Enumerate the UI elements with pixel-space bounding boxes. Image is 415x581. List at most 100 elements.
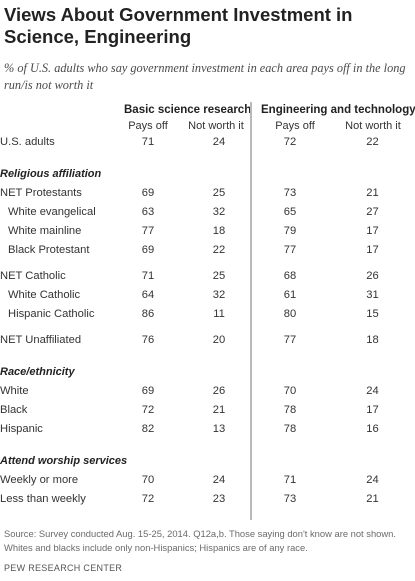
value-engineering-pays-off: 80 — [283, 307, 297, 320]
row-spacer — [0, 438, 415, 451]
row-label: NET Protestants — [0, 186, 82, 199]
value-engineering-not-worth: 15 — [366, 307, 379, 320]
value-science-pays-off: 63 — [141, 205, 155, 218]
col-header-pays-off-science: Pays off — [128, 120, 168, 132]
value-science-pays-off: 64 — [141, 288, 155, 301]
section-row: Attend worship services — [0, 451, 415, 470]
value-science-pays-off: 69 — [141, 243, 155, 256]
value-science-not-worth: 18 — [212, 224, 226, 237]
column-group-divider — [250, 102, 252, 520]
value-science-not-worth: 24 — [212, 135, 226, 148]
data-table: U.S. adults 71 24 72 22 Religious affiliation… — [0, 132, 415, 508]
row-label: Less than weekly — [0, 492, 86, 505]
section-row: Religious affiliation — [0, 164, 415, 183]
value-engineering-not-worth: 21 — [366, 186, 379, 199]
value-engineering-pays-off: 72 — [283, 135, 297, 148]
value-engineering-not-worth: 21 — [366, 492, 379, 505]
value-science-pays-off: 69 — [141, 186, 155, 199]
value-science-not-worth: 13 — [212, 422, 226, 435]
table-row: Hispanic Catholic 86 11 80 15 — [0, 304, 415, 323]
value-engineering-not-worth: 31 — [366, 288, 379, 301]
value-science-not-worth: 32 — [212, 288, 226, 301]
row-label: NET Unaffiliated — [0, 333, 82, 346]
value-engineering-not-worth: 17 — [366, 403, 379, 416]
value-engineering-not-worth: 17 — [366, 224, 379, 237]
value-engineering-not-worth: 24 — [366, 473, 379, 486]
value-science-pays-off: 71 — [141, 135, 155, 148]
value-science-pays-off: 76 — [141, 333, 155, 346]
table-row: NET Unaffiliated 76 20 77 18 — [0, 330, 415, 349]
table-row: White mainline 77 18 79 17 — [0, 221, 415, 240]
row-label: Hispanic — [0, 422, 43, 435]
value-engineering-pays-off: 73 — [283, 186, 297, 199]
section-label: Race/ethnicity — [0, 365, 75, 378]
value-science-not-worth: 22 — [212, 243, 226, 256]
section-row: Race/ethnicity — [0, 362, 415, 381]
value-engineering-not-worth: 26 — [366, 269, 379, 282]
value-science-not-worth: 32 — [212, 205, 226, 218]
col-header-not-worth-science: Not worth it — [188, 120, 244, 132]
value-engineering-not-worth: 18 — [366, 333, 379, 346]
value-engineering-not-worth: 27 — [366, 205, 379, 218]
row-spacer — [0, 151, 415, 164]
value-engineering-pays-off: 68 — [283, 269, 297, 282]
row-spacer — [0, 259, 415, 266]
row-label: Black Protestant — [8, 243, 90, 256]
credit-line: PEW RESEARCH CENTER — [4, 563, 123, 573]
value-science-pays-off: 70 — [141, 473, 155, 486]
group-header-engineering: Engineering and technology — [261, 104, 415, 116]
value-engineering-pays-off: 78 — [283, 422, 297, 435]
table-row: Black 72 21 78 17 — [0, 400, 415, 419]
value-engineering-pays-off: 65 — [283, 205, 297, 218]
value-engineering-pays-off: 79 — [283, 224, 297, 237]
table-row: Hispanic 82 13 78 16 — [0, 419, 415, 438]
table-row: Less than weekly 72 23 73 21 — [0, 489, 415, 508]
value-engineering-pays-off: 70 — [283, 384, 297, 397]
value-science-pays-off: 72 — [141, 403, 155, 416]
row-label: Black — [0, 403, 28, 416]
value-science-pays-off: 86 — [141, 307, 155, 320]
row-spacer — [0, 349, 415, 362]
value-engineering-not-worth: 17 — [366, 243, 379, 256]
value-science-pays-off: 71 — [141, 269, 155, 282]
value-science-not-worth: 21 — [212, 403, 226, 416]
value-science-not-worth: 20 — [212, 333, 226, 346]
source-note: Source: Survey conducted Aug. 15-25, 201… — [4, 528, 396, 553]
value-science-pays-off: 82 — [141, 422, 155, 435]
row-label: Weekly or more — [0, 473, 79, 486]
table-row: White 69 26 70 24 — [0, 381, 415, 400]
value-engineering-not-worth: 24 — [366, 384, 379, 397]
value-science-not-worth: 26 — [212, 384, 226, 397]
value-science-not-worth: 24 — [212, 473, 226, 486]
section-label: Religious affiliation — [0, 167, 102, 180]
chart-title: Views About Government Investment in Sci… — [4, 4, 353, 47]
value-engineering-not-worth: 16 — [366, 422, 379, 435]
col-header-not-worth-engineering: Not worth it — [345, 120, 401, 132]
table-row: NET Protestants 69 25 73 21 — [0, 183, 415, 202]
table-row: Weekly or more 70 24 71 24 — [0, 470, 415, 489]
value-engineering-pays-off: 78 — [283, 403, 297, 416]
value-science-not-worth: 25 — [212, 269, 226, 282]
row-label: White — [0, 384, 29, 397]
row-label: Hispanic Catholic — [8, 307, 95, 320]
table-row: U.S. adults 71 24 72 22 — [0, 132, 415, 151]
table-row: White evangelical 63 32 65 27 — [0, 202, 415, 221]
row-spacer — [0, 323, 415, 330]
col-header-pays-off-engineering: Pays off — [275, 120, 315, 132]
value-science-not-worth: 25 — [212, 186, 226, 199]
section-label: Attend worship services — [0, 454, 128, 467]
value-engineering-pays-off: 77 — [283, 243, 297, 256]
value-engineering-pays-off: 77 — [283, 333, 297, 346]
row-label: White mainline — [8, 224, 82, 237]
row-label: White evangelical — [8, 205, 96, 218]
value-science-pays-off: 77 — [141, 224, 155, 237]
row-label: White Catholic — [8, 288, 81, 301]
value-engineering-pays-off: 61 — [283, 288, 297, 301]
table-row: Black Protestant 69 22 77 17 — [0, 240, 415, 259]
value-engineering-not-worth: 22 — [366, 135, 379, 148]
row-label: NET Catholic — [0, 269, 66, 282]
row-label: U.S. adults — [0, 135, 55, 148]
value-science-pays-off: 69 — [141, 384, 155, 397]
value-science-pays-off: 72 — [141, 492, 155, 505]
chart-subtitle: % of U.S. adults who say government inve… — [4, 61, 406, 92]
